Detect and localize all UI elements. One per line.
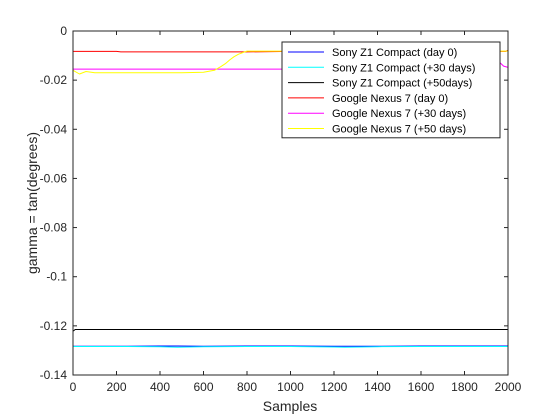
legend-label-4: Google Nexus 7 (day 0): [332, 93, 448, 105]
x-tick-label: 1200: [321, 380, 348, 394]
legend-label-5: Google Nexus 7 (+30 days): [332, 108, 466, 120]
legend-box: [281, 41, 501, 139]
y-tick-label: -0.1: [46, 270, 67, 284]
x-tick-label: 800: [237, 380, 257, 394]
legend: Sony Z1 Compact (day 0) Sony Z1 Compact (…: [281, 41, 501, 139]
x-axis-title: Samples: [263, 398, 317, 414]
tick-labels: 0 200 400 600 800 1000 1200 1400 1600 1800 20000-0…: [40, 24, 522, 394]
x-tick-label: 1800: [451, 380, 478, 394]
series-line-2: [73, 346, 508, 348]
legend-label-6: Google Nexus 7 (+50 days): [332, 124, 466, 136]
series-line-3: [72, 329, 508, 332]
x-tick-label: 1600: [408, 380, 435, 394]
x-tick-label: 600: [193, 380, 213, 394]
y-tick-label: -0.02: [40, 73, 68, 87]
x-tick-label: 200: [106, 380, 126, 394]
y-tick-label: 0: [60, 24, 67, 38]
x-tick-label: 2000: [495, 380, 522, 394]
legend-label-3: Sony Z1 Compact (+50days): [332, 78, 472, 90]
x-tick-label: 1000: [277, 380, 304, 394]
legend-label-1: Sony Z1 Compact (day 0): [332, 47, 457, 59]
x-tick-label: 400: [150, 380, 170, 394]
y-tick-label: -0.14: [40, 368, 68, 382]
y-tick-label: -0.04: [40, 122, 68, 136]
axes: [72, 30, 509, 376]
x-tick-label: 1400: [364, 380, 391, 394]
y-axis-title: gamma = tan(degrees): [24, 132, 40, 274]
legend-label-2: Sony Z1 Compact (+30 days): [332, 62, 475, 74]
y-tick-label: -0.06: [40, 171, 68, 185]
y-tick-label: -0.08: [40, 221, 68, 235]
x-tick-label: 0: [70, 380, 77, 394]
y-tick-label: -0.12: [40, 319, 68, 333]
